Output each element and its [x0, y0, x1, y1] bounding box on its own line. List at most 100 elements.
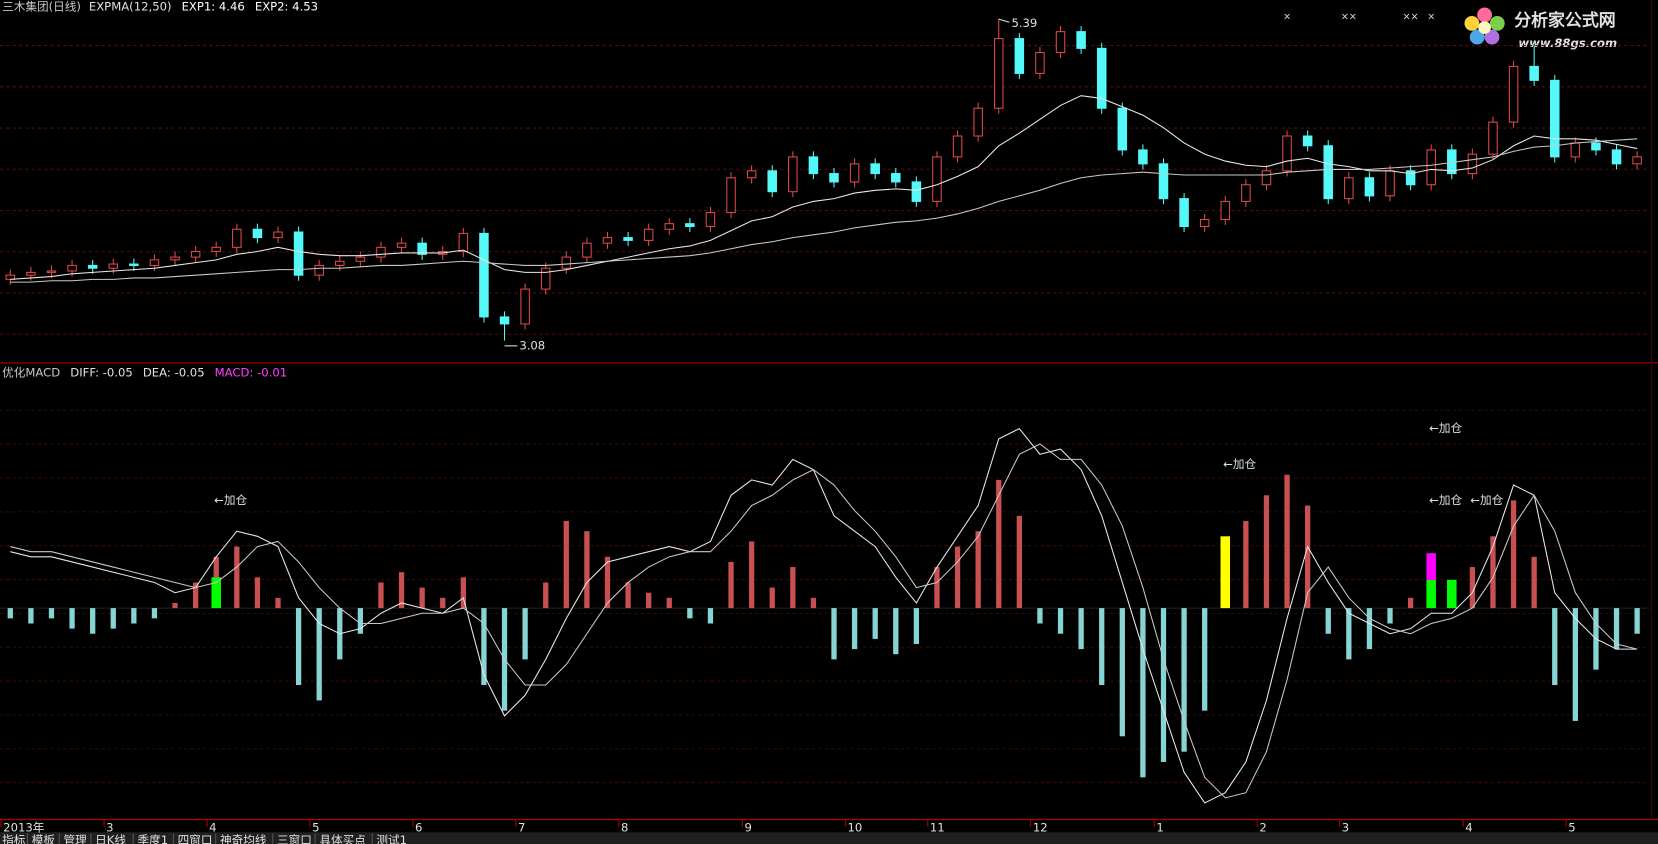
candle-body: [891, 173, 901, 183]
candle-body: [1035, 51, 1045, 74]
candle-body: [829, 173, 839, 183]
tab[interactable]: 季度1: [137, 833, 168, 844]
x-tick-label: 1: [1156, 821, 1163, 835]
macd-bar: [1078, 608, 1084, 650]
macd-bar: [1531, 556, 1537, 609]
macd-bar: [1387, 608, 1393, 624]
price-header: 三木集团(日线) EXPMA(12,50) EXP1: 4.46 EXP2: 4…: [2, 0, 318, 13]
x-tick-label: 8: [621, 821, 628, 835]
candle-body: [1138, 149, 1148, 165]
tab[interactable]: 具体买点: [319, 833, 366, 844]
macd-bar: [1346, 608, 1352, 660]
macd-bar: [234, 546, 240, 609]
macd-bar: [1119, 608, 1125, 737]
legend-entry: DEA: -0.05: [143, 365, 205, 379]
x-tick-label: 3: [1342, 821, 1349, 835]
candle-body: [582, 242, 592, 258]
candle-body: [1529, 65, 1539, 81]
macd-bar: [810, 597, 817, 609]
macd-bar: [460, 577, 466, 609]
candle-body: [355, 256, 366, 262]
macd-bar: [687, 608, 693, 619]
candle-body: [726, 177, 736, 214]
tab[interactable]: 管理: [63, 833, 87, 844]
macd-bar: [69, 608, 75, 629]
legend-entry: MACD: -0.01: [215, 365, 288, 379]
x-tick-label: 7: [518, 821, 525, 835]
expma-line: [10, 138, 1638, 283]
logo-title: 分析家公式网: [1514, 10, 1615, 30]
candle-body: [540, 267, 551, 290]
candle-body: [849, 163, 860, 183]
macd-bar: [584, 531, 590, 609]
macd-bar: [378, 582, 384, 609]
tab[interactable]: 四窗口: [178, 833, 213, 844]
candle-body: [1611, 149, 1622, 165]
signal-bar: [1426, 579, 1436, 609]
macd-bar: [131, 608, 137, 624]
macd-bar: [1325, 608, 1331, 634]
macd-bar: [769, 587, 775, 609]
tab[interactable]: 测试1: [376, 833, 407, 844]
macd-bar: [192, 582, 199, 609]
candle-body: [1241, 184, 1251, 202]
macd-bar: [316, 608, 322, 701]
x-tick-label: 5: [1568, 821, 1575, 835]
candle-body: [232, 228, 242, 248]
candle-body: [808, 156, 819, 175]
macd-bar: [254, 577, 261, 609]
macd-bar: [1510, 500, 1517, 609]
macd-bar: [398, 572, 405, 609]
macd-bar: [707, 608, 714, 624]
signal-annotation: ←加仓: [214, 493, 247, 507]
candle-body: [602, 237, 613, 244]
candle-body: [1261, 170, 1272, 186]
candle-body: [664, 223, 675, 230]
macd-bar: [872, 608, 878, 639]
macd-bar: [172, 602, 178, 609]
macd-bar: [1552, 608, 1558, 686]
macd-bar: [1202, 608, 1208, 711]
candle-body: [396, 242, 407, 248]
tab[interactable]: 日K线: [95, 833, 126, 844]
tab[interactable]: 神奇均线: [220, 833, 267, 844]
candle-body: [788, 156, 798, 193]
macd-bar: [275, 597, 281, 609]
macd-bar: [543, 582, 549, 609]
candle-body: [1096, 47, 1107, 109]
candle-body: [417, 242, 427, 255]
legend-entry: EXP1: 4.46: [182, 0, 245, 13]
signal-bar: [211, 577, 221, 609]
signal-marker: ××: [1341, 12, 1357, 23]
candle-body: [1508, 65, 1519, 123]
candle-body: [458, 232, 469, 253]
candle-body: [293, 231, 304, 276]
candle-body: [87, 264, 98, 269]
candle-body: [1117, 107, 1128, 151]
diff-line: [10, 427, 1638, 804]
macd-bar: [975, 531, 981, 609]
candle-body: [870, 163, 880, 175]
x-tick-label: 10: [847, 821, 862, 835]
signal-marker: ×: [1427, 12, 1435, 23]
tab[interactable]: 指标: [2, 833, 26, 844]
macd-bar: [1099, 608, 1105, 686]
candle-body: [1467, 153, 1478, 175]
tab[interactable]: 模板: [32, 833, 56, 844]
logo-petal: [1464, 15, 1480, 31]
macd-bar: [48, 608, 55, 619]
macd-bar: [913, 608, 920, 645]
macd-bar: [1181, 608, 1187, 752]
candle-body: [746, 170, 757, 179]
candle-body: [1323, 145, 1333, 200]
tab[interactable]: 三窗口: [277, 833, 312, 844]
x-tick-label: 4: [1465, 821, 1472, 835]
signal-bar: [1220, 536, 1231, 609]
macd-bar: [1284, 474, 1290, 609]
candle-body: [1550, 79, 1560, 158]
signal-annotation: ←加仓: [1223, 457, 1256, 471]
macd-bar: [1057, 608, 1064, 634]
candle-body: [479, 232, 489, 318]
candle-body: [129, 263, 139, 266]
logo: 分析家公式网 www.88gs.com: [1464, 7, 1617, 50]
